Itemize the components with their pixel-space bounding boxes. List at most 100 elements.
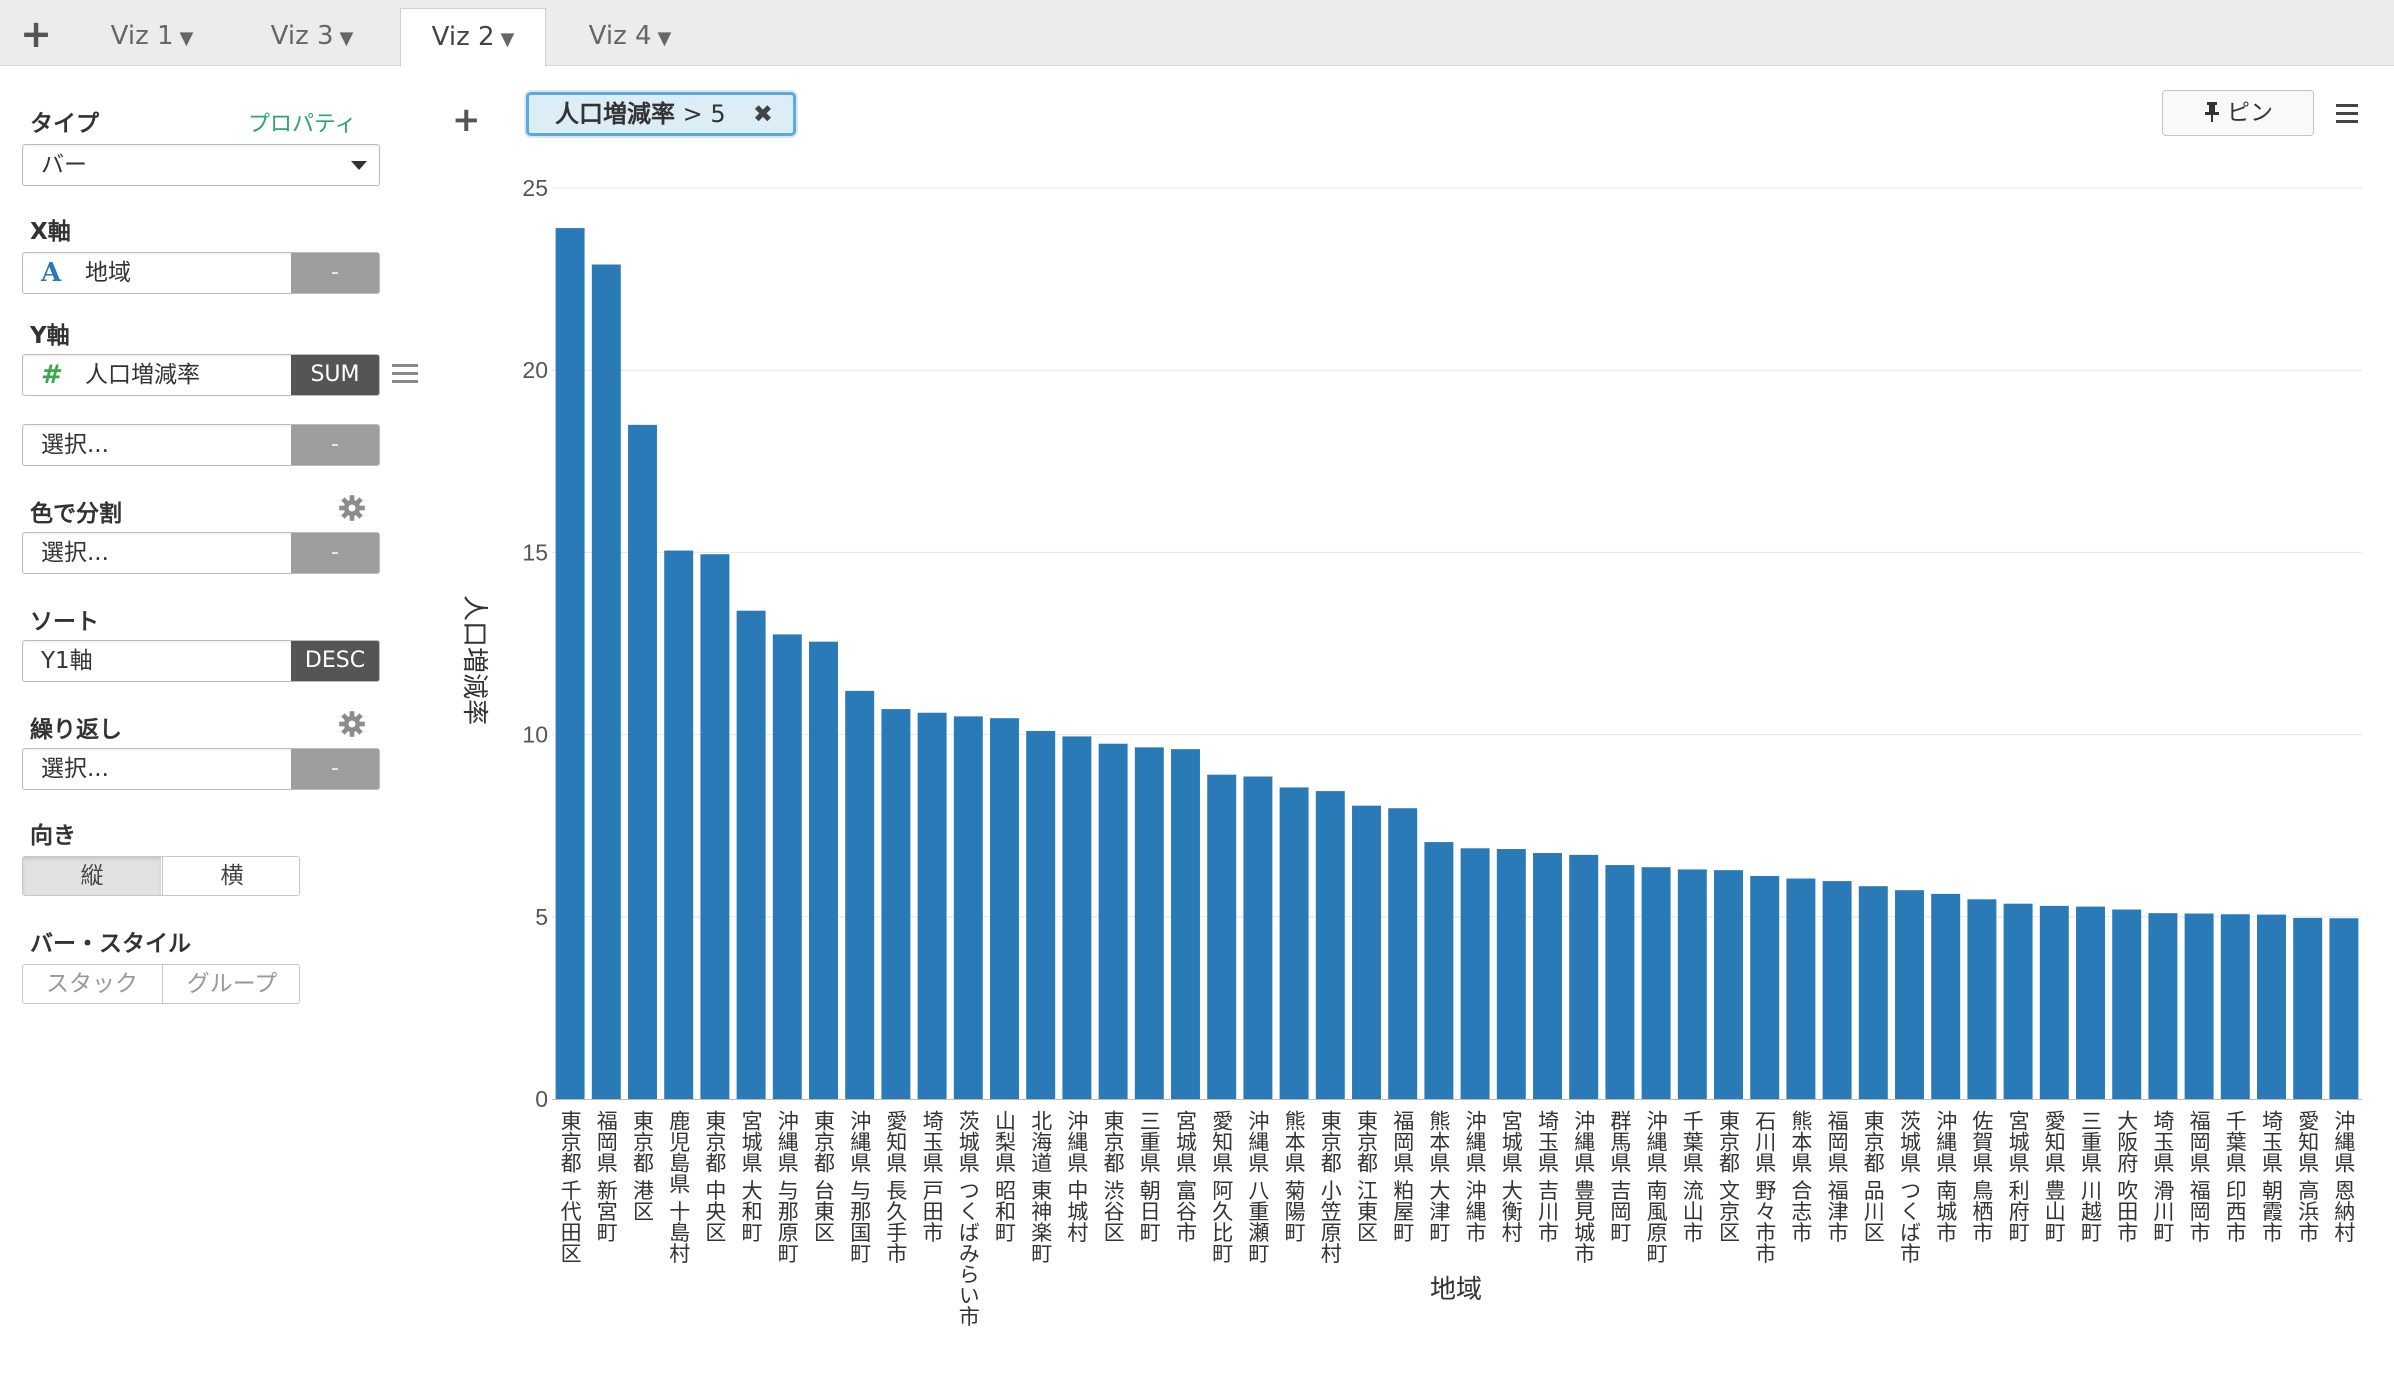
sort-field[interactable]: Y1軸 DESC <box>22 640 380 682</box>
chart-type-select[interactable]: バー <box>22 144 380 186</box>
bar[interactable] <box>1171 749 1200 1099</box>
bar[interactable] <box>845 690 875 1099</box>
pin-icon <box>2205 102 2219 122</box>
bar[interactable] <box>1460 848 1490 1099</box>
bar[interactable] <box>2220 914 2250 1099</box>
add-viz-tab-button[interactable]: + <box>20 12 52 56</box>
bar[interactable] <box>2293 917 2323 1099</box>
color-split-field[interactable]: 選択... - <box>22 532 380 574</box>
bar[interactable] <box>772 634 802 1099</box>
x-tick-label: 北海道 東神楽町 <box>1029 1110 1053 1264</box>
y-axis-field[interactable]: # 人口増減率 SUM <box>22 354 380 396</box>
bar[interactable] <box>1098 743 1128 1099</box>
x-axis-title: 地域 <box>1430 1275 1482 1305</box>
bar[interactable] <box>1605 865 1635 1099</box>
bar[interactable] <box>1533 853 1562 1099</box>
add-filter-button[interactable]: + <box>452 100 481 140</box>
x-tick-label: 千葉県 流山市 <box>1680 1110 1704 1243</box>
bar[interactable] <box>700 554 730 1099</box>
bar[interactable] <box>1424 842 1454 1099</box>
bar[interactable] <box>628 424 657 1099</box>
color-split-placeholder: 選択... <box>41 540 109 566</box>
sort-direction-button[interactable]: DESC <box>291 641 379 681</box>
tab-viz-2[interactable]: Viz 2 ▼ <box>400 8 546 67</box>
x-tick-label: 千葉県 印西市 <box>2223 1110 2247 1243</box>
y-axis-aggregate-button[interactable]: SUM <box>291 355 379 395</box>
tab-viz-4[interactable]: Viz 4 ▼ <box>570 8 690 65</box>
bar[interactable] <box>1569 854 1599 1099</box>
bar[interactable] <box>555 228 585 1100</box>
bar[interactable] <box>1315 791 1345 1099</box>
bar-style-group-option[interactable]: グループ <box>162 965 299 1003</box>
x-tick-label: 石川県 野々市市 <box>1753 1110 1777 1264</box>
bar[interactable] <box>809 641 838 1099</box>
bar[interactable] <box>1352 805 1381 1099</box>
bar[interactable] <box>591 264 621 1099</box>
bar[interactable] <box>1931 893 1961 1099</box>
bar[interactable] <box>1750 875 1780 1099</box>
y-tick-label: 10 <box>522 722 548 748</box>
filter-chip[interactable]: 人口増減率 > 5 ✖ <box>526 92 796 136</box>
bar[interactable] <box>1641 867 1671 1099</box>
x-axis-field[interactable]: A 地域 - <box>22 252 380 294</box>
tab-viz-1[interactable]: Viz 1 ▼ <box>92 8 212 65</box>
color-settings-gear-icon[interactable] <box>338 494 366 522</box>
pin-button[interactable]: ピン <box>2162 90 2314 136</box>
bar[interactable] <box>1858 886 1888 1099</box>
x-tick-label: 佐賀県 鳥栖市 <box>1970 1110 1994 1243</box>
bar[interactable] <box>1677 869 1707 1099</box>
bar[interactable] <box>953 716 983 1099</box>
repeat-settings-gear-icon[interactable] <box>338 710 366 738</box>
bar[interactable] <box>1388 808 1418 1099</box>
bar[interactable] <box>1279 787 1309 1099</box>
bar[interactable] <box>2039 905 2069 1099</box>
bar[interactable] <box>1786 878 1816 1099</box>
viz-tab-bar: + Viz 1 ▼ Viz 3 ▼ Viz 2 ▼ Viz 4 ▼ <box>0 0 2394 67</box>
y-axis-add-aggregate-button[interactable]: - <box>291 425 379 465</box>
bar[interactable] <box>1496 849 1526 1099</box>
y-tick-label: 0 <box>535 1086 548 1112</box>
bar[interactable] <box>1967 899 1997 1099</box>
repeat-field[interactable]: 選択... - <box>22 748 380 790</box>
bar[interactable] <box>736 610 766 1099</box>
bar[interactable] <box>2076 906 2105 1099</box>
tab-viz-3[interactable]: Viz 3 ▼ <box>252 8 372 65</box>
bar-style-stack-option[interactable]: スタック <box>46 971 138 997</box>
color-split-aggregate-button[interactable]: - <box>291 533 379 573</box>
y-axis-add-field[interactable]: 選択... - <box>22 424 380 466</box>
bar[interactable] <box>881 709 911 1099</box>
bar-style-label: バー・スタイル <box>30 931 191 957</box>
bar[interactable] <box>2184 913 2214 1099</box>
repeat-aggregate-button[interactable]: - <box>291 749 379 789</box>
bar[interactable] <box>1062 736 1092 1099</box>
bar[interactable] <box>1243 776 1273 1099</box>
x-tick-label: 埼玉県 戸田市 <box>920 1110 944 1243</box>
x-axis-aggregate-button[interactable]: - <box>291 253 379 293</box>
orientation-horizontal-option[interactable]: 横 <box>162 857 299 895</box>
bar[interactable] <box>2112 909 2142 1099</box>
x-tick-label: 東京都 江東区 <box>1355 1110 1379 1243</box>
bar[interactable] <box>2329 918 2359 1099</box>
bar[interactable] <box>1895 890 1924 1099</box>
bar[interactable] <box>2148 913 2178 1099</box>
bar[interactable] <box>1822 881 1852 1099</box>
bar[interactable] <box>1207 774 1237 1099</box>
bar[interactable] <box>2257 914 2286 1099</box>
bar[interactable] <box>990 718 1019 1099</box>
y-axis-menu-icon[interactable] <box>392 364 418 388</box>
bar[interactable] <box>664 550 694 1099</box>
properties-link[interactable]: プロパティ <box>248 112 357 137</box>
x-tick-label: 群馬県 吉岡町 <box>1608 1110 1632 1243</box>
filter-remove-icon[interactable]: ✖ <box>752 100 773 128</box>
orientation-vertical-option[interactable]: 縦 <box>23 857 161 895</box>
bar[interactable] <box>2003 903 2033 1099</box>
bar[interactable] <box>1714 870 1743 1099</box>
x-tick-label: 宮城県 大衡村 <box>1499 1110 1523 1243</box>
bar[interactable] <box>1134 747 1164 1099</box>
orientation-label: 向き <box>30 823 76 849</box>
filter-condition: > 5 <box>675 100 726 128</box>
hamburger-menu-icon[interactable] <box>2336 104 2358 128</box>
bar[interactable] <box>917 712 947 1099</box>
bar[interactable] <box>1026 730 1056 1099</box>
x-tick-label: 沖縄県 南城市 <box>1934 1110 1958 1243</box>
